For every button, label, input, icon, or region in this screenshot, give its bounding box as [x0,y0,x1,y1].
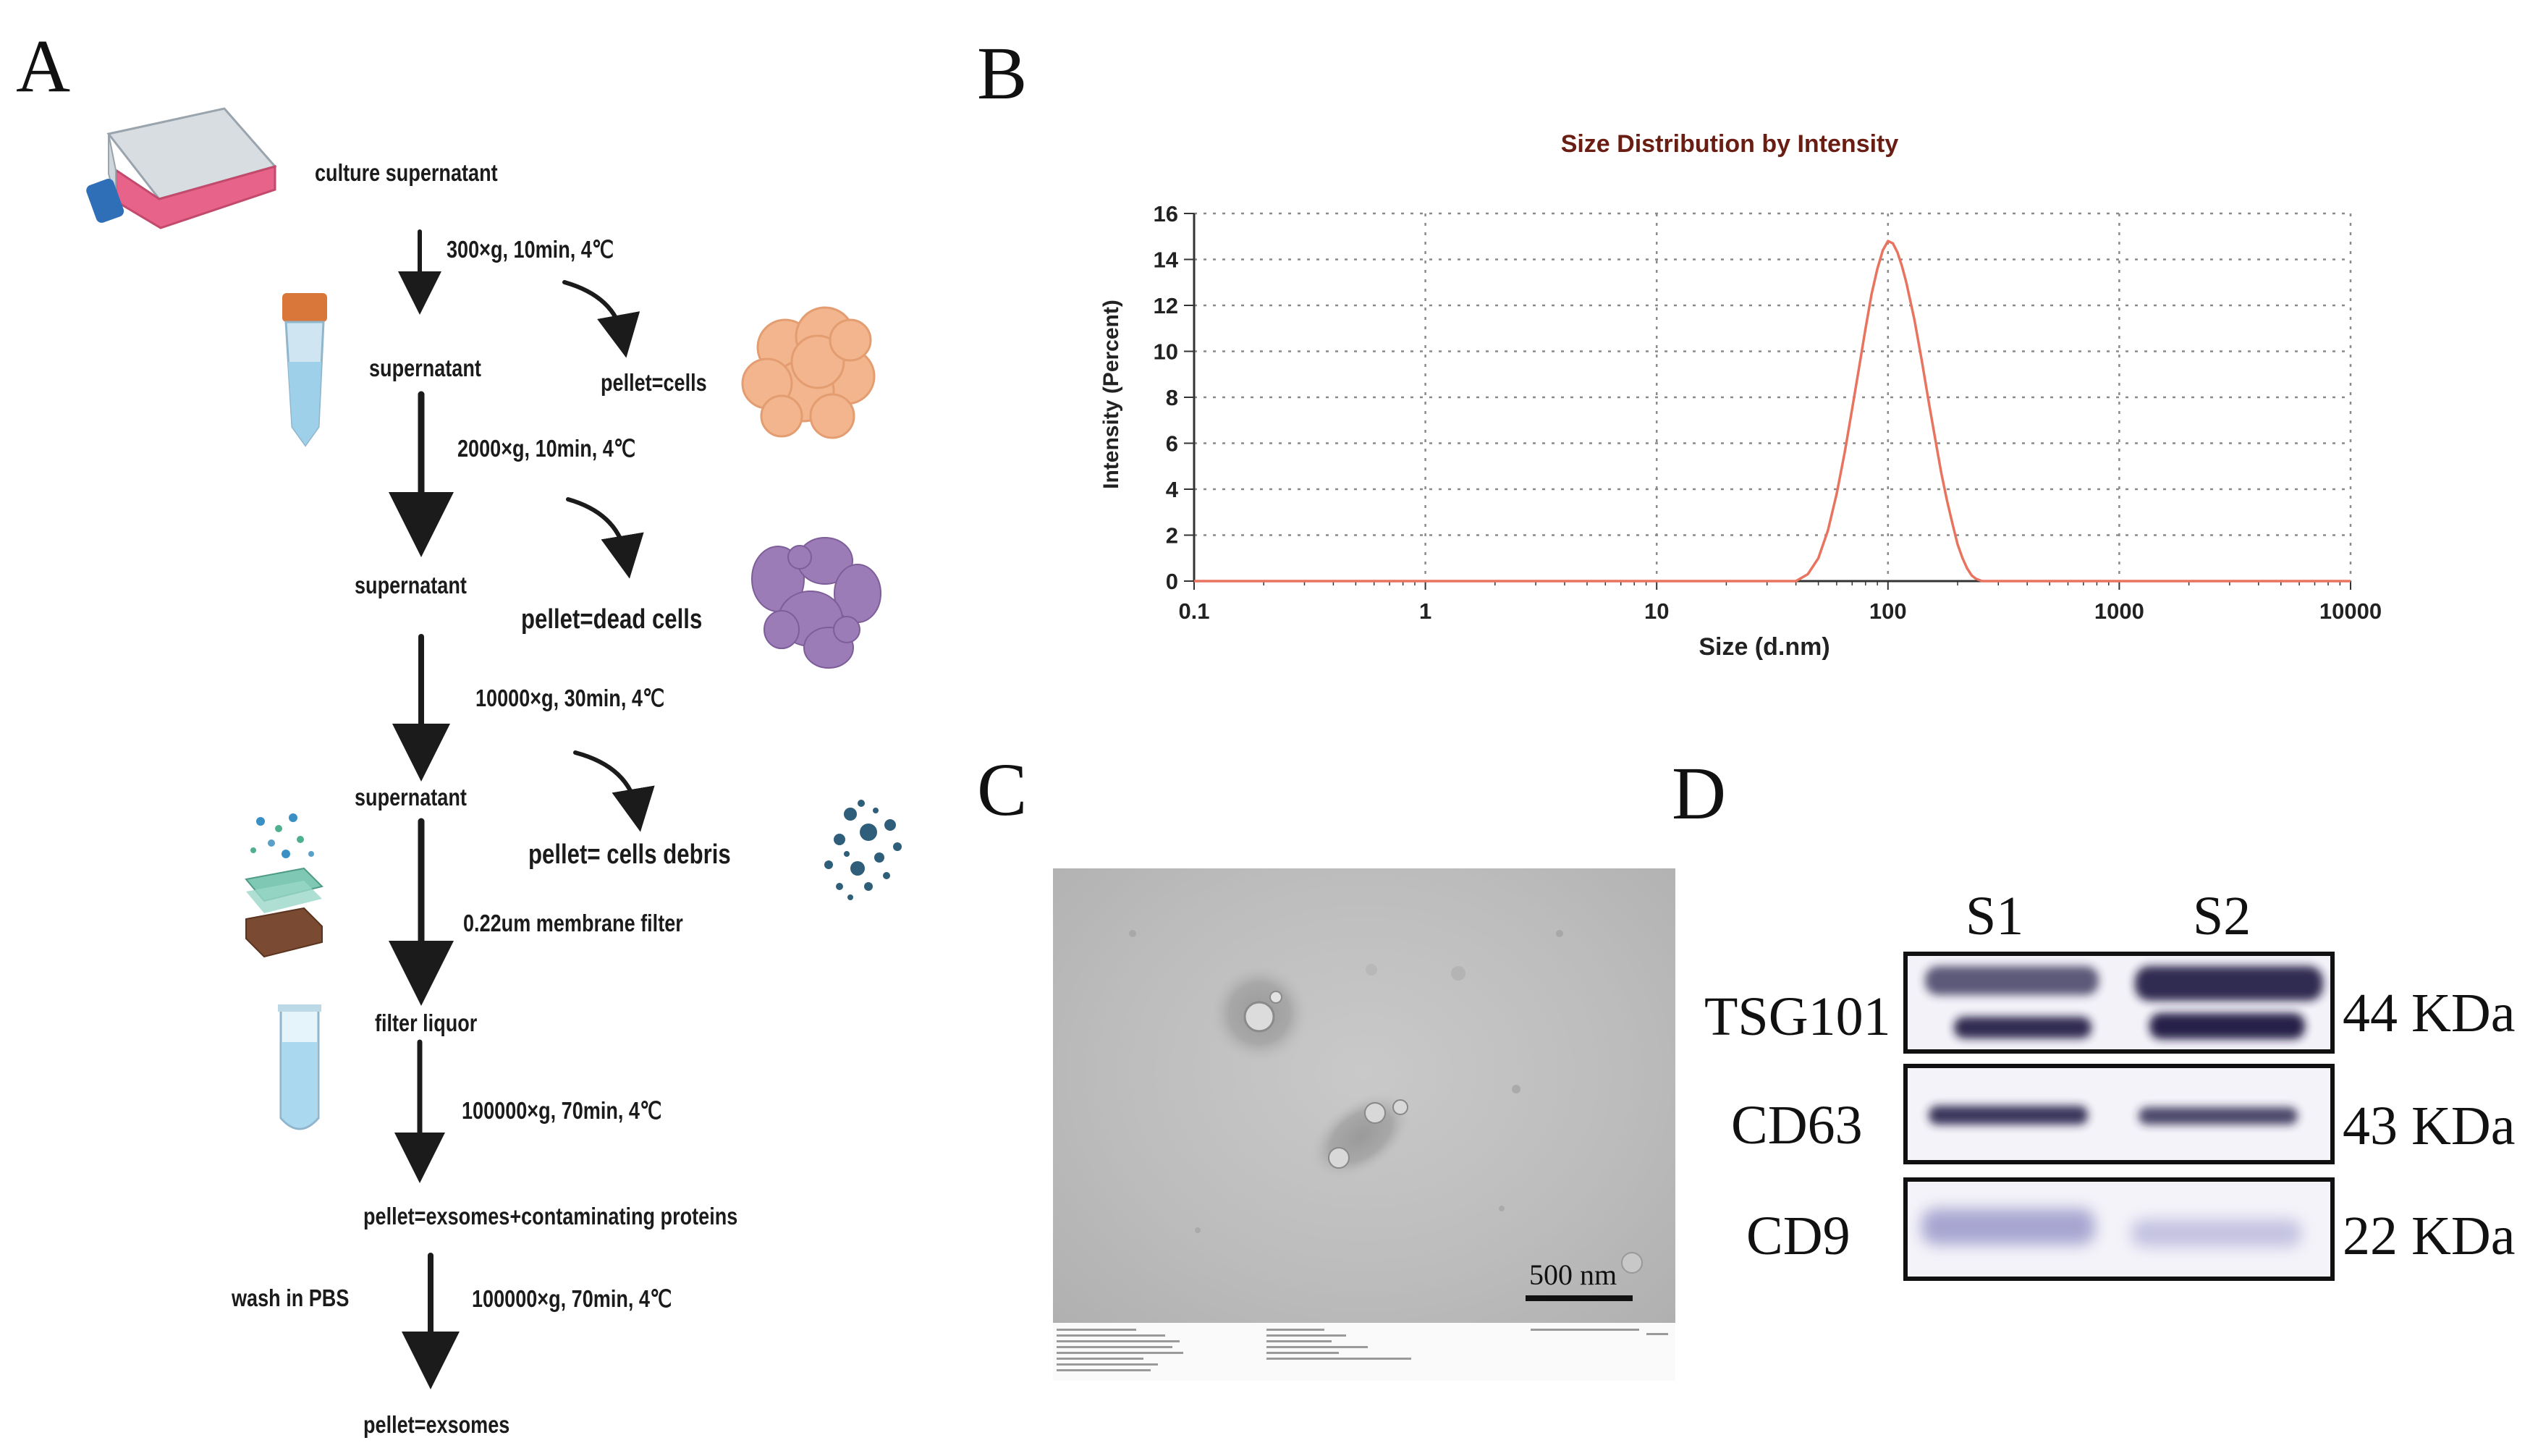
blot-tsg101 [1903,952,2335,1054]
chart-series [1194,240,2351,583]
step-membrane-filter: 0.22um membrane filter [463,910,683,936]
cells-icon [741,306,876,439]
step-pellet-cell-debris: pellet= cells debris [528,839,731,870]
step-supernatant-1: supernatant [369,355,481,381]
step-filter-liquor: filter liquor [375,1010,478,1036]
protein-label-cd9: CD9 [1746,1206,1850,1266]
y-tick-label: 14 [1154,247,1179,273]
panel-label-a: A [16,25,71,108]
step-supernatant-3: supernatant [355,784,467,810]
protein-label-cd63: CD63 [1731,1095,1863,1156]
size-label-tsg101: 44 KDa [2343,983,2516,1044]
x-tick-label: 0.1 [1178,598,1209,624]
lane-label-s1: S1 [1966,886,2024,947]
x-tick-label: 1 [1419,598,1431,624]
size-distribution-curve [1194,240,2351,583]
panel-label-b: B [977,32,1028,115]
x-tick-label: 10 [1644,598,1669,624]
blot-cd9 [1903,1177,2335,1281]
step-wash-in-pbs: wash in PBS [232,1284,350,1311]
protein-label-tsg101: TSG101 [1704,986,1891,1047]
tem-metadata-lines [1057,1329,1668,1371]
flow-arrows [389,229,655,1389]
size-label-cd63: 43 KDa [2343,1096,2516,1156]
y-tick-label: 6 [1166,431,1178,457]
step-centrifuge-300g: 300×g, 10min, 4℃ [447,236,614,263]
y-tick-label: 10 [1154,339,1178,365]
panel-label-d: D [1672,752,1727,835]
blot-cd63 [1903,1064,2335,1164]
lane-label-s2: S2 [2193,886,2251,947]
tem-vesicles [1129,930,1643,1274]
size-label-cd9: 22 KDa [2343,1206,2516,1266]
step-culture-supernatant: culture supernatant [315,159,498,186]
step-pellet-exosomes: pellet=exsomes [363,1411,510,1438]
y-tick-label: 12 [1154,293,1178,318]
step-pellet-exosomes-contaminating: pellet=exsomes+contaminating proteins [363,1203,738,1229]
y-tick-label: 2 [1166,523,1178,549]
x-tick-label: 1000 [2094,598,2144,624]
panel-label-c: C [977,748,1028,831]
step-pellet-cells: pellet=cells [601,369,707,396]
tem-metadata-strip [1053,1323,1675,1381]
tem-scale-label: 500 nm [1529,1258,1617,1291]
x-tick-label: 10000 [2319,598,2382,624]
filter-liquor-tube-icon [278,1004,321,1130]
step-centrifuge-2000g: 2000×g, 10min, 4℃ [457,435,636,462]
step-supernatant-2: supernatant [355,572,467,598]
chart-ylabel: Intensity (Percent) [1099,300,1123,489]
dead-cells-icon [751,537,881,669]
y-tick-label: 0 [1166,569,1178,594]
membrane-filter-icon [245,813,323,958]
x-tick-label: 100 [1869,598,1907,624]
step-centrifuge-100000g-1: 100000×g, 70min, 4℃ [462,1097,662,1124]
y-tick-label: 4 [1166,477,1179,502]
culture-flask-icon [86,107,277,229]
tem-micrograph [1053,868,1675,1323]
step-centrifuge-100000g-2: 100000×g, 70min, 4℃ [472,1285,672,1312]
centrifuge-tube-icon [282,293,327,447]
y-tick-label: 8 [1166,385,1178,410]
chart-title: Size Distribution by Intensity [1561,130,1899,158]
tem-scale-bar [1526,1295,1633,1301]
chart-xlabel: Size (d.nm) [1699,633,1830,661]
y-tick-label: 16 [1154,201,1178,227]
cell-debris-icon [824,800,902,900]
step-pellet-dead-cells: pellet=dead cells [521,604,703,635]
step-centrifuge-10000g: 10000×g, 30min, 4℃ [475,685,665,711]
